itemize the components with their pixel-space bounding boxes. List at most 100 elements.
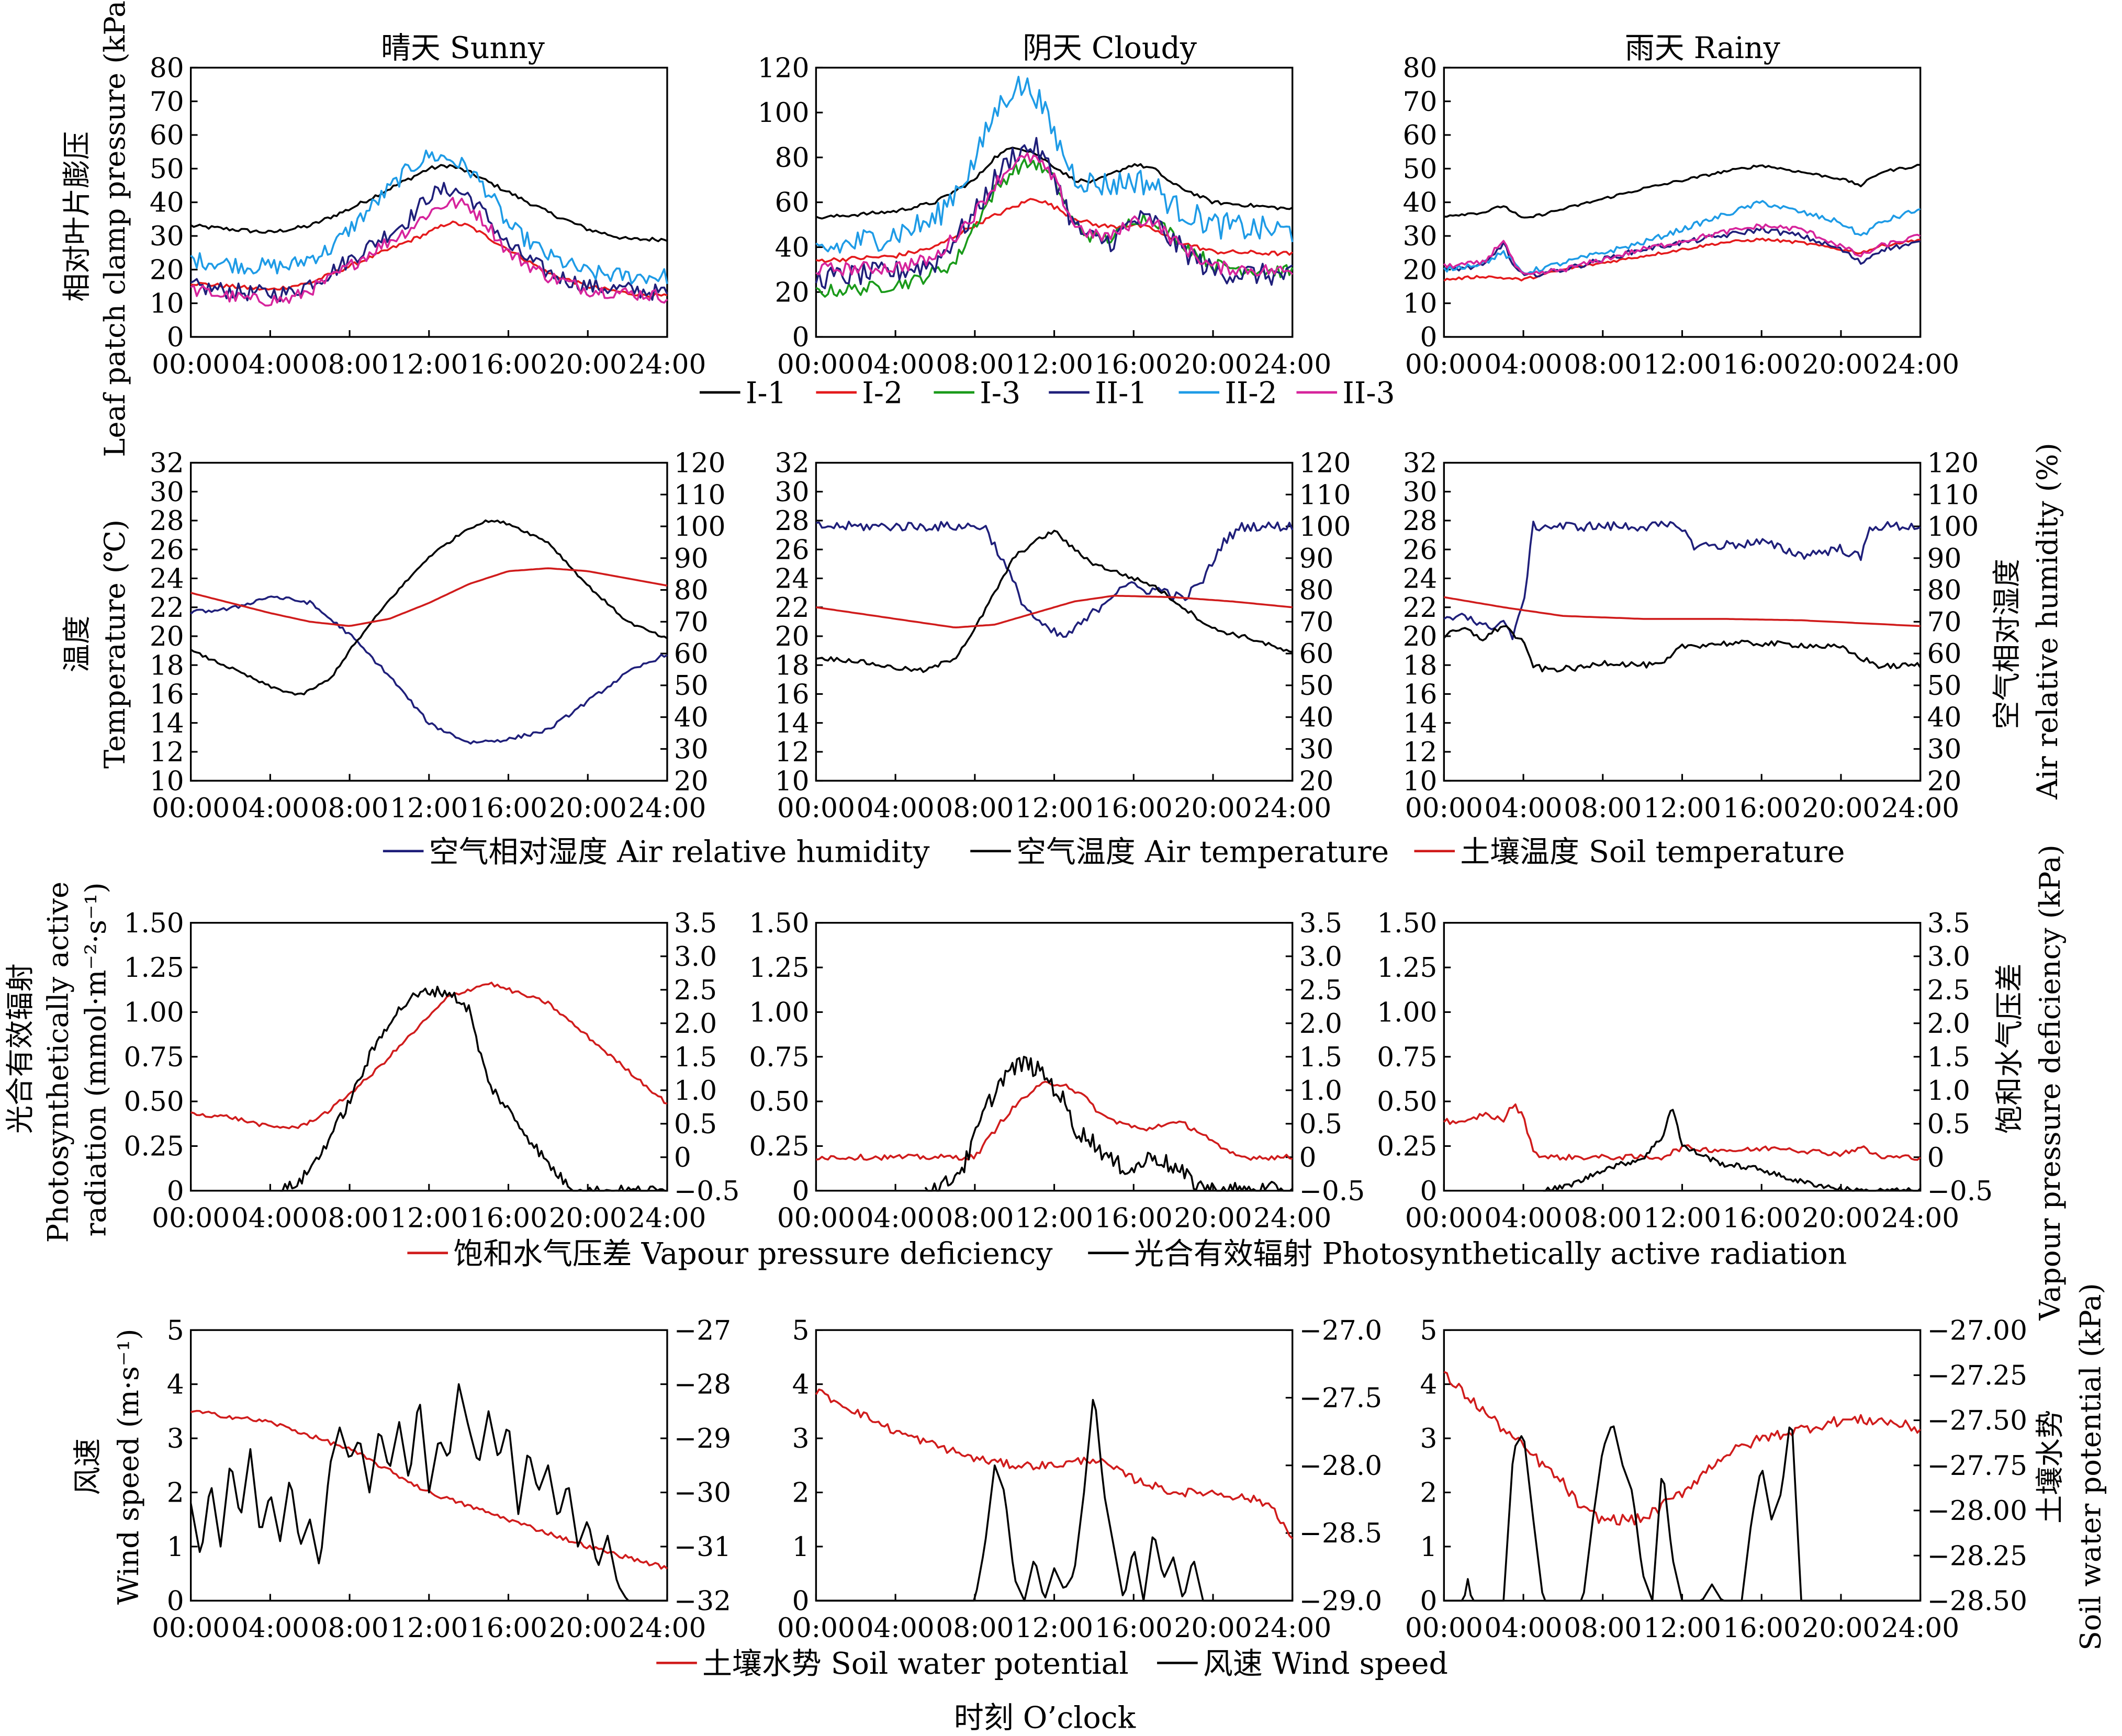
x-tick-label: 08:00 xyxy=(936,793,1014,824)
y-tick-label: 24 xyxy=(775,563,810,595)
y-tick-label: 26 xyxy=(150,534,184,566)
legend-label: II-3 xyxy=(1342,376,1395,411)
x-tick-label: 24:00 xyxy=(1881,1613,1959,1644)
x-tick-label: 00:00 xyxy=(1405,793,1483,824)
x-tick-label: 20:00 xyxy=(1802,1613,1880,1644)
y-tick-label: 5 xyxy=(167,1315,184,1346)
x-tick-label: 04:00 xyxy=(1485,1203,1563,1234)
x-tick-label: 04:00 xyxy=(1485,349,1563,380)
legend-label: I-1 xyxy=(746,376,787,411)
y2-tick-label: 40 xyxy=(1927,702,1962,734)
chart-panel-r3-c2: 00:00 04:00 08:00 12:00 16:00 20:00 24:00 0 0.25… xyxy=(749,908,1365,1234)
plot-frame xyxy=(815,66,1294,338)
series-line-2 xyxy=(816,1399,1293,1602)
y2-tick-label: −27 xyxy=(674,1315,731,1346)
y-tick-label: 24 xyxy=(1403,563,1438,595)
y-tick-label: 2 xyxy=(167,1478,184,1509)
row4-right-ylabel-en: Soil water potential (kPa) xyxy=(2074,1283,2107,1650)
y2-tick-label: 50 xyxy=(1299,670,1334,702)
y-tick-label: 80 xyxy=(150,52,184,84)
y-tick-label: 1 xyxy=(792,1531,810,1563)
legend-rows: I-1 I-2 I-3 II-1 II-2 II-3 空气相对湿度 Air relative… xyxy=(383,376,1847,1681)
y2-tick-label: 20 xyxy=(1927,765,1962,797)
y-tick-label: 10 xyxy=(1403,765,1438,797)
series-line-1 xyxy=(1444,164,1921,219)
column-title-rainy: 雨天 Rainy xyxy=(1625,31,1780,65)
plot-frame xyxy=(1443,66,1922,338)
y-tick-label: 3 xyxy=(792,1423,810,1455)
y-tick-label: 5 xyxy=(792,1315,810,1346)
series-line-2 xyxy=(280,985,667,1192)
y-tick-label: 1.00 xyxy=(124,997,184,1029)
legend-row1: I-1 I-2 I-3 II-1 II-2 II-3 xyxy=(700,376,1395,411)
x-tick-label: 04:00 xyxy=(1485,1613,1563,1644)
legend-label: 土壤水势 Soil water potential xyxy=(702,1647,1129,1681)
plot-frame xyxy=(189,922,668,1192)
legend-label: II-2 xyxy=(1225,376,1277,411)
y2-tick-label: 90 xyxy=(1299,543,1334,574)
y-tick-label: 0 xyxy=(167,1176,184,1207)
y2-tick-label: 60 xyxy=(1299,638,1334,670)
y2-tick-label: 110 xyxy=(1299,479,1351,511)
series-line-2 xyxy=(1543,1109,1921,1192)
y-tick-label: 0 xyxy=(792,322,810,353)
column-title-cloudy: 阴天 Cloudy xyxy=(1023,31,1197,65)
x-tick-label: 12:00 xyxy=(1643,349,1721,380)
x-tick-label: 12:00 xyxy=(1643,793,1721,824)
row3-right-ylabel-cn: 饱和水气压差 xyxy=(1993,963,2026,1134)
x-tick-label: 24:00 xyxy=(1881,793,1959,824)
y2-tick-label: −27.75 xyxy=(1927,1450,2027,1482)
row2-ylabel-en: Temperature (℃) xyxy=(98,520,131,769)
y-tick-label: 20 xyxy=(1403,621,1438,652)
y2-tick-label: 1.0 xyxy=(674,1075,717,1107)
x-tick-label: 00:00 xyxy=(152,349,230,380)
y-tick-label: 30 xyxy=(1403,221,1438,252)
x-axis-caption: 时刻 O’clock xyxy=(954,1700,1136,1735)
y-tick-label: 12 xyxy=(775,737,810,768)
row4-ylabel-cn: 风速 xyxy=(71,1438,104,1495)
series-line-1 xyxy=(190,982,668,1130)
y2-tick-label: −31 xyxy=(674,1531,731,1563)
x-tick-label: 24:00 xyxy=(628,349,706,380)
y2-tick-label: 3.5 xyxy=(1299,908,1342,939)
y-tick-label: 70 xyxy=(1403,86,1438,118)
y2-tick-label: 20 xyxy=(674,765,709,797)
x-tick-label: 00:00 xyxy=(152,1613,230,1644)
y-tick-label: 32 xyxy=(150,448,184,479)
x-tick-label: 00:00 xyxy=(152,793,230,824)
x-tick-label: 04:00 xyxy=(857,1613,935,1644)
y-tick-label: 20 xyxy=(775,621,810,652)
x-tick-label: 16:00 xyxy=(1723,1203,1801,1234)
x-tick-label: 12:00 xyxy=(390,349,468,380)
y-tick-label: 70 xyxy=(150,86,184,118)
y2-tick-label: 0 xyxy=(674,1142,691,1174)
x-tick-label: 04:00 xyxy=(231,1203,309,1234)
y-tick-label: 0.25 xyxy=(749,1131,809,1163)
y-tick-label: 14 xyxy=(775,708,810,739)
plot-frame xyxy=(815,922,1294,1192)
x-tick-label: 00:00 xyxy=(777,349,855,380)
y2-tick-label: 70 xyxy=(674,606,709,638)
x-tick-label: 12:00 xyxy=(1015,1613,1093,1644)
series-line-1 xyxy=(190,164,668,242)
y2-tick-label: 3.0 xyxy=(1299,941,1342,973)
x-tick-label: 00:00 xyxy=(777,1203,855,1234)
y-tick-label: 2 xyxy=(792,1478,810,1509)
row2-right-ylabel-cn: 空气相对湿度 xyxy=(1990,559,2023,729)
series-line-5 xyxy=(190,197,668,307)
y2-tick-label: 2.5 xyxy=(1299,975,1342,1006)
series-line-1 xyxy=(190,595,668,745)
y-tick-label: 1.00 xyxy=(749,997,809,1029)
series-line-2 xyxy=(1443,238,1921,282)
series-line-3 xyxy=(1443,226,1921,278)
y2-tick-label: 110 xyxy=(1927,479,1979,511)
y-tick-label: 1.25 xyxy=(124,952,184,984)
chart-panel-r2-c2: 00:00 04:00 08:00 12:00 16:00 20:00 24:0010121… xyxy=(775,448,1351,824)
y-tick-label: 1.25 xyxy=(749,952,809,984)
y-tick-label: 0 xyxy=(792,1176,810,1207)
y-tick-label: 30 xyxy=(1403,477,1438,508)
x-tick-label: 24:00 xyxy=(1881,1203,1959,1234)
x-tick-label: 24:00 xyxy=(1253,793,1331,824)
y2-tick-label: 90 xyxy=(674,543,709,574)
